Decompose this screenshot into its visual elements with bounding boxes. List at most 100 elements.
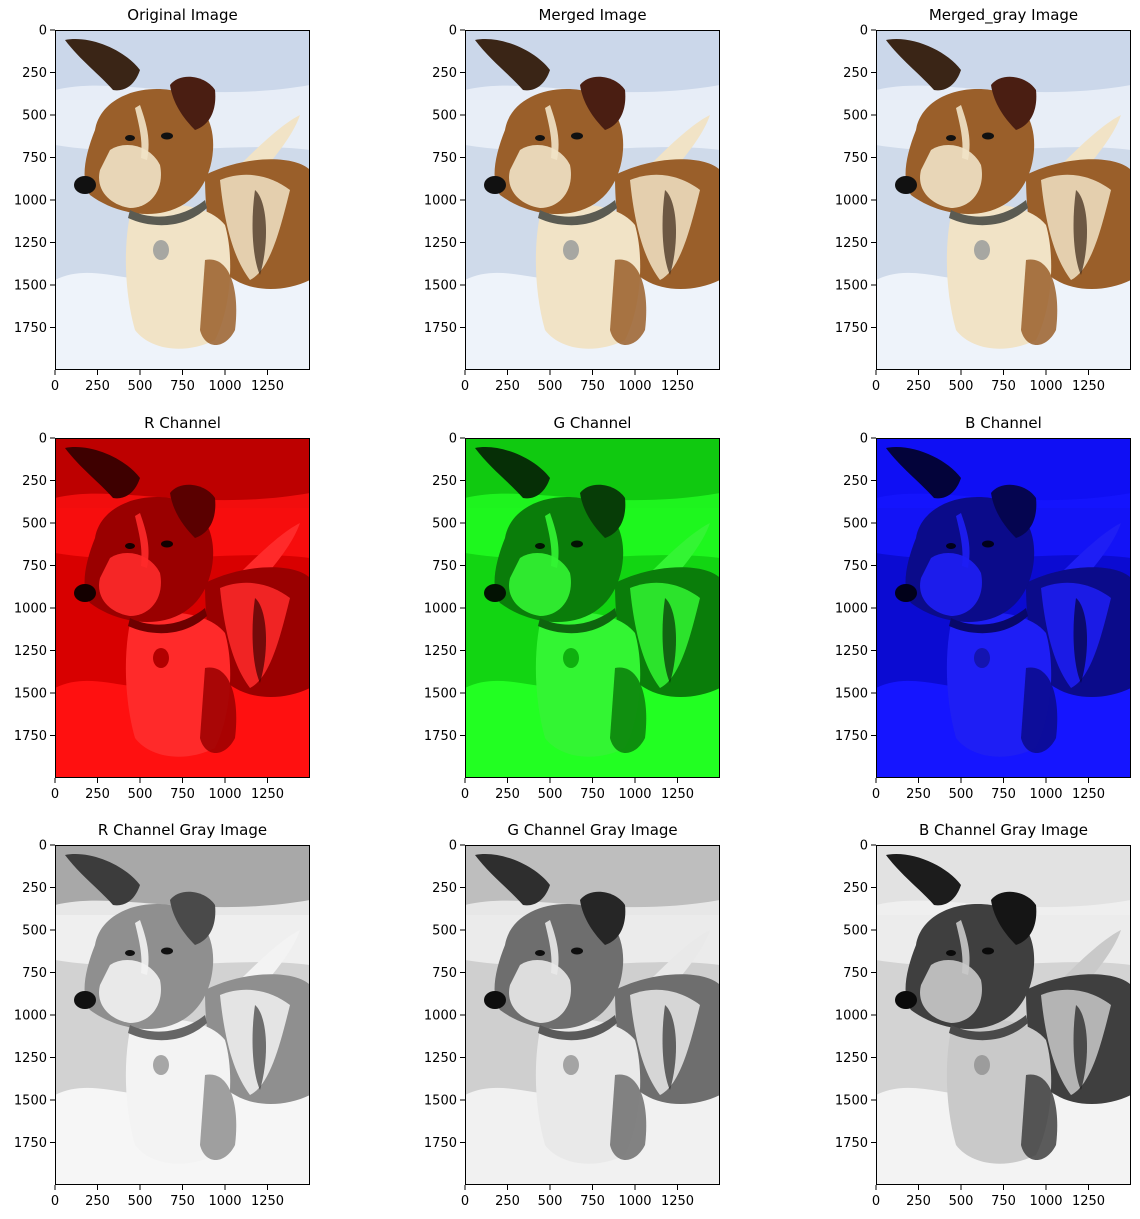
y-tick-label: 0 [449, 432, 457, 447]
x-tick-label: 0 [51, 1194, 59, 1209]
dog-right-ear [170, 484, 216, 538]
axes-frame [465, 30, 720, 370]
dog-right-ear [991, 891, 1037, 945]
y-tick-label: 500 [432, 924, 457, 939]
y-tick-label: 250 [22, 66, 47, 81]
panel-title: B Channel [965, 414, 1042, 432]
y-tick-label: 0 [860, 432, 868, 447]
panel-g-gray: G Channel Gray Image 0 250 500 750 1000 1250 0 2… [410, 815, 720, 1209]
y-tick-label: 500 [22, 924, 47, 939]
dog-left-ear [475, 447, 550, 499]
y-tick-label: 0 [449, 24, 457, 39]
x-tick-label: 1250 [661, 787, 694, 802]
dog-eye-right [161, 132, 173, 140]
dog-collar [949, 608, 1028, 634]
panel-title: G Channel [553, 414, 632, 432]
y-tick-label: 1500 [424, 1094, 457, 1109]
y-tick-label: 750 [22, 559, 47, 574]
dog-tag [153, 240, 169, 260]
image-svg: 0 250 500 750 1000 1250 0 250 500 750 1000 1250 1500… [835, 839, 1131, 1209]
dog-tag [563, 648, 579, 668]
y-tick-label: 500 [843, 109, 868, 124]
x-tick-label: 0 [872, 1194, 880, 1209]
panel-merged: Merged Image 0 250 500 750 1000 1250 0 250 500 750… [410, 0, 720, 394]
dog-blaze [135, 920, 149, 975]
x-tick-label: 1250 [251, 787, 284, 802]
panel-b-gray: B Channel Gray Image 0 250 500 750 1000 1250 0 2… [821, 815, 1131, 1209]
y-tick-label: 1750 [424, 321, 457, 336]
dog-body-stripe [1073, 1005, 1088, 1090]
panel-original: Original Image 0 250 500 750 1000 1250 0 250 500 7… [0, 0, 310, 394]
image-g-gray [465, 845, 720, 1185]
x-tick-label: 1000 [208, 379, 241, 394]
image-svg: 0 250 500 750 1000 1250 0 250 500 750 1000 1250 1500… [14, 839, 310, 1209]
x-tick-label: 500 [128, 787, 153, 802]
axes-frame [876, 30, 1131, 370]
image-axes: 0 250 500 750 1000 1250 0 250 500 750 1000 1250 1500… [835, 839, 1131, 1209]
y-tick-label: 1500 [835, 687, 868, 702]
y-tick-label: 500 [843, 517, 868, 532]
axes-frame [55, 30, 310, 370]
image-axes: 0 250 500 750 1000 1250 0 250 500 750 1000 1250 1500… [424, 432, 720, 802]
y-tick-label: 0 [449, 839, 457, 854]
y-tick-label: 1250 [835, 1051, 868, 1066]
dog-eye-left [946, 950, 956, 956]
axes-frame [876, 845, 1131, 1185]
dog-eye-left [946, 135, 956, 141]
x-tick-label: 1250 [1072, 787, 1105, 802]
y-tick-label: 1000 [835, 194, 868, 209]
dog-blaze [545, 105, 559, 160]
dog-collar [538, 608, 617, 634]
y-tick-label: 750 [432, 559, 457, 574]
dog-leg [610, 667, 647, 753]
y-tick-label: 750 [432, 966, 457, 981]
dog-body-stripe [662, 1005, 677, 1090]
dog-muzzle [509, 553, 571, 616]
dog-tag [974, 648, 990, 668]
y-tick-label: 250 [843, 881, 868, 896]
y-tick-label: 1500 [14, 687, 47, 702]
x-tick-label: 500 [949, 1194, 974, 1209]
x-tick-label: 500 [538, 787, 563, 802]
x-tick-label: 1250 [1072, 379, 1105, 394]
dog-left-ear [475, 39, 550, 91]
x-tick-label: 0 [461, 1194, 469, 1209]
y-tick-label: 1250 [14, 1051, 47, 1066]
y-tick-label: 1250 [14, 236, 47, 251]
x-tick-label: 250 [906, 1194, 931, 1209]
x-tick-label: 250 [85, 1194, 110, 1209]
y-tick-label: 750 [843, 151, 868, 166]
dog-body-stripe [252, 598, 267, 683]
y-tick-label: 500 [432, 517, 457, 532]
dog-muzzle [99, 145, 161, 208]
dog-nose [74, 584, 96, 602]
y-tick-label: 1500 [424, 687, 457, 702]
dog-eye-left [125, 950, 135, 956]
dog-blaze [956, 105, 970, 160]
y-tick-label: 250 [843, 66, 868, 81]
y-tick-label: 1000 [835, 1009, 868, 1024]
x-tick-label: 0 [872, 379, 880, 394]
image-axes: 0 250 500 750 1000 1250 0 250 500 750 1000 1250 1500… [835, 24, 1131, 394]
x-tick-label: 0 [872, 787, 880, 802]
y-tick-label: 0 [39, 24, 47, 39]
dog-tag [563, 240, 579, 260]
y-tick-label: 1250 [424, 236, 457, 251]
dog-right-ear [991, 484, 1037, 538]
dog-eye-right [982, 540, 994, 548]
dog-collar [538, 200, 617, 226]
image-r-channel [55, 438, 310, 778]
dog-eye-left [535, 543, 545, 549]
dog-leg [610, 1074, 647, 1160]
y-tick-label: 1000 [14, 602, 47, 617]
panel-title: G Channel Gray Image [507, 821, 678, 839]
y-tick-label: 1250 [14, 644, 47, 659]
dog-eye-left [125, 135, 135, 141]
dog-right-ear [170, 76, 216, 130]
dog-muzzle [920, 145, 982, 208]
dog-nose [895, 584, 917, 602]
y-tick-label: 1750 [14, 321, 47, 336]
image-axes: 0 250 500 750 1000 1250 0 250 500 750 1000 1250 1500… [835, 432, 1131, 802]
dog-muzzle [920, 553, 982, 616]
x-tick-label: 750 [991, 379, 1016, 394]
